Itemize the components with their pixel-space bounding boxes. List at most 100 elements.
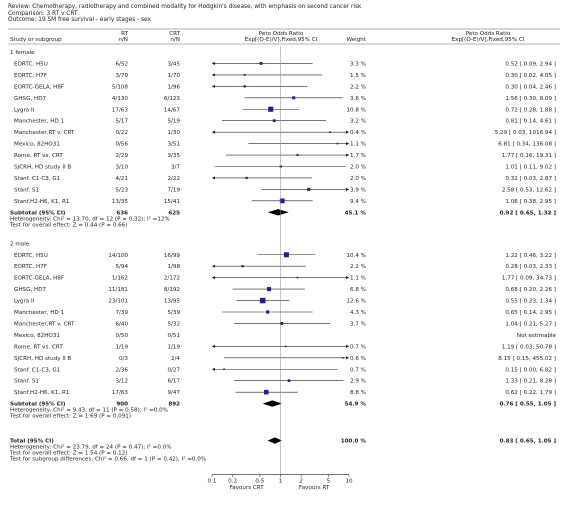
study-weight: 10.4 % xyxy=(346,253,366,259)
x-tick-label: 10 xyxy=(345,479,353,485)
effect-marker xyxy=(296,154,299,157)
ci-arrow-left xyxy=(212,84,215,88)
crt-events: 1/70 xyxy=(167,73,180,79)
crt-events: 1/19 xyxy=(167,344,180,350)
study-ci: 1.33 [ 0.21, 8.28 ] xyxy=(505,379,556,385)
crt-events: 6/123 xyxy=(164,96,181,102)
study-name: Stanf. S1 xyxy=(14,187,39,193)
col-ci-subheader: Exp[(O-E)/V],Fixed,95% CI xyxy=(452,37,525,43)
study-ci: 0.30 [ 0.02, 4.05 ] xyxy=(505,73,556,79)
study-weight: 0.4 % xyxy=(350,130,366,136)
rt-events: 6/40 xyxy=(115,321,128,327)
effect-marker xyxy=(336,142,339,145)
total-ci: 0.83 [ 0.65, 1.05 ] xyxy=(500,439,557,445)
rt-events: 3/12 xyxy=(115,379,128,385)
study-name: Lygra II xyxy=(14,107,35,113)
effect-marker xyxy=(296,276,299,279)
subtotal-weight: 45.1 % xyxy=(345,210,367,216)
comparison-label: Comparison: 3 RT v CRT xyxy=(8,10,78,17)
ci-arrow-left xyxy=(212,264,215,268)
forest-axis: 0.1 0.2 0.5 1 2 5 10 Favours CRT Favours RT xyxy=(208,46,353,491)
crt-events: 16/99 xyxy=(164,253,181,259)
col-crt-subheader: n/N xyxy=(170,37,180,43)
effect-marker xyxy=(245,176,248,180)
col-ci-header: Peto Odds Ratio xyxy=(466,31,511,37)
study-name: Stanf.H2-H6, K1, R1 xyxy=(14,199,70,205)
rt-events: 7/39 xyxy=(115,310,128,316)
study-name: Manchester,RT v. CRT xyxy=(14,321,75,327)
study-name: Rome, RT vs. CRT xyxy=(14,344,63,350)
rt-events: 17/63 xyxy=(112,107,129,113)
crt-events: 6/17 xyxy=(167,379,180,385)
study-name: EORTC, H5U xyxy=(14,61,48,67)
crt-events: 8/192 xyxy=(164,287,180,293)
effect-marker xyxy=(279,198,285,204)
ci-arrow-left xyxy=(212,130,215,134)
ci-arrow-right xyxy=(346,153,349,157)
effect-marker xyxy=(307,187,311,191)
outcome-label: Outcome: 19 SM free survival - early sta… xyxy=(8,17,151,24)
study-name: GHSG, HD7 xyxy=(14,287,46,293)
ci-arrow-left xyxy=(212,367,215,371)
rt-events: 5/17 xyxy=(115,119,128,125)
col-plot-subheader: Exp[(O-E)/V],Fixed,95% CI xyxy=(245,37,318,43)
study-ci: 1.56 [ 0.30, 8.09 ] xyxy=(505,96,556,102)
rt-events: 14/100 xyxy=(108,253,128,259)
subgroup-title: 2 male xyxy=(10,241,30,247)
study-ci: 0.52 [ 0.09, 2.94 ] xyxy=(505,61,556,67)
study-name: SJCRH, HD study II B xyxy=(14,356,71,362)
favours-left-label: Favours CRT xyxy=(229,485,264,491)
crt-events: 0/51 xyxy=(167,333,180,339)
crt-events: 3/51 xyxy=(167,142,180,148)
effect-marker xyxy=(279,165,282,168)
rt-events: 0/56 xyxy=(115,142,128,148)
subtotal-label: Subtotal (95% CI) xyxy=(10,210,66,216)
overall-effect-text: Test for overall effect: Z = 0.44 (P = 0… xyxy=(9,222,127,228)
study-ci: 1.01 [ 0.11, 9.02 ] xyxy=(505,165,556,171)
subtotal-rt: 636 xyxy=(116,210,128,216)
crt-events: 5/32 xyxy=(167,321,180,327)
favours-right-label: Favours RT xyxy=(299,485,330,491)
study-ci: 2.58 [ 0.53, 12.62 ] xyxy=(502,187,556,193)
study-weight: 3.6 % xyxy=(350,96,366,102)
study-ci: 1.77 [ 0.16, 19.31 ] xyxy=(502,153,556,159)
study-weight: 1.1 % xyxy=(350,142,366,148)
study-weight: 2.2 % xyxy=(350,264,366,270)
effect-marker xyxy=(292,96,296,100)
summary-diamond xyxy=(262,400,282,407)
study-name: Manchester, HD 1 xyxy=(14,310,65,316)
effect-marker xyxy=(259,297,266,304)
study-name: Stanf. S1 xyxy=(14,379,39,385)
overall-effect-text: Test for overall effect: Z = 1.69 (P = 0… xyxy=(9,414,131,420)
study-weight: 4.3 % xyxy=(350,310,366,316)
study-weight: 12.6 % xyxy=(346,299,366,305)
rt-events: 1/19 xyxy=(115,344,128,350)
total-heterogeneity: Heterogeneity: Chi² = 23.79, df = 24 (P … xyxy=(10,444,172,451)
ci-arrow-left xyxy=(212,176,215,180)
study-name: Lygra II xyxy=(14,299,35,305)
subtotal-rt: 900 xyxy=(116,402,128,408)
study-weight: 2.9 % xyxy=(350,379,366,385)
ci-arrow-right xyxy=(346,130,349,134)
study-weight: 6.8 % xyxy=(350,287,366,293)
col-crt-header: CRT xyxy=(169,31,180,37)
crt-events: 2/172 xyxy=(164,276,180,282)
rt-events: 5/23 xyxy=(115,187,128,193)
crt-events: 1/30 xyxy=(167,130,180,136)
rt-events: 2/36 xyxy=(115,367,128,373)
rt-events: 0/22 xyxy=(115,130,128,136)
forest-rows: 1 female EORTC, H5U 6/52 3/45 3.3 % 0.52 [ 0.… xyxy=(9,50,557,463)
study-name: Stanf. C1-C3, G1 xyxy=(14,367,61,373)
x-tick-label: 0.5 xyxy=(255,479,264,485)
study-ci: 0.55 [ 0.23, 1.34 ] xyxy=(505,299,556,305)
study-ci: 1.22 [ 0.46, 3.22 ] xyxy=(505,253,556,259)
rt-events: 3/70 xyxy=(115,73,128,79)
effect-marker xyxy=(283,252,289,258)
total-weight: 100.0 % xyxy=(341,439,367,445)
study-ci: 0.32 [ 0.03, 2.87 ] xyxy=(505,176,556,182)
x-tick-label: 2 xyxy=(299,479,303,485)
study-weight: 9.4 % xyxy=(350,199,366,205)
study-weight: 8.8 % xyxy=(350,390,366,396)
study-name: Stanf.H2-H6, K1, R1 xyxy=(14,390,70,396)
